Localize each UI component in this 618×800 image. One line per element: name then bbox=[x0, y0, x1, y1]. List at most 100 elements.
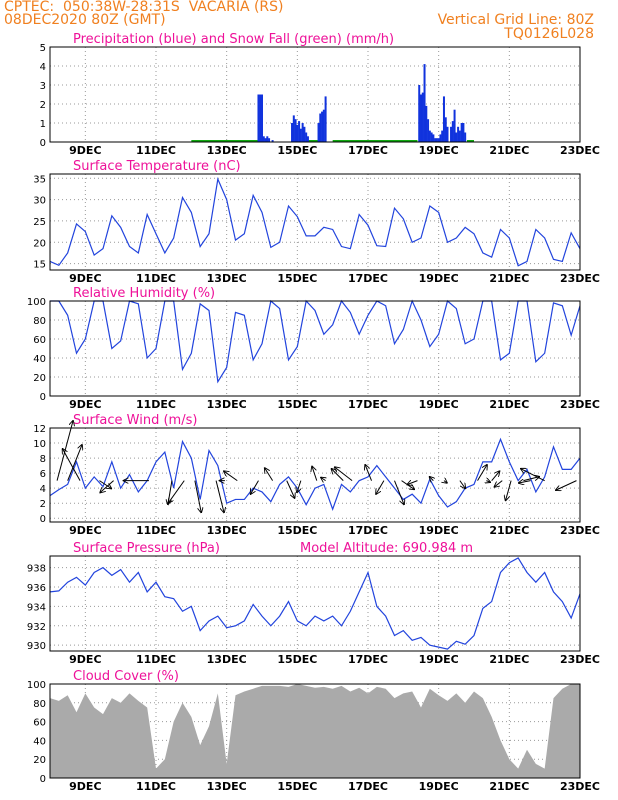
wind-xtick-label: 15DEC bbox=[277, 524, 317, 537]
wind-arrow bbox=[286, 480, 295, 499]
rh-series-line bbox=[50, 299, 581, 384]
precip-bar bbox=[292, 115, 295, 142]
precip-bar bbox=[324, 96, 327, 142]
precip-bar bbox=[450, 126, 453, 142]
precip-bar bbox=[446, 126, 449, 142]
cloud-xtick-label: 19DEC bbox=[419, 780, 459, 793]
pres-ytick-label: 936 bbox=[27, 583, 46, 594]
wind-arrow bbox=[250, 480, 259, 495]
wind-ytick-label: 6 bbox=[40, 469, 46, 480]
wind-arrow bbox=[194, 480, 201, 513]
wind-arrow bbox=[56, 421, 73, 481]
wind-xtick-label: 23DEC bbox=[560, 524, 600, 537]
temp-xtick-label: 9DEC bbox=[69, 272, 101, 285]
rh-ytick-label: 40 bbox=[33, 354, 46, 365]
wind-title: Surface Wind (m/s) bbox=[73, 413, 197, 428]
pres-xtick-label: 21DEC bbox=[489, 653, 529, 666]
precip-xtick-label: 13DEC bbox=[207, 144, 247, 157]
pres-ytick-label: 932 bbox=[27, 622, 46, 633]
wind-arrow bbox=[215, 480, 224, 513]
temp-xtick-label: 17DEC bbox=[348, 272, 388, 285]
pres-xtick-label: 11DEC bbox=[136, 653, 176, 666]
precip-ytick-label: 1 bbox=[40, 119, 46, 130]
precip-xtick-label: 23DEC bbox=[560, 144, 600, 157]
cloud-xtick-label: 15DEC bbox=[277, 780, 317, 793]
precip-bar bbox=[430, 132, 433, 142]
precip-bar bbox=[458, 130, 461, 142]
precip-bar bbox=[259, 94, 262, 142]
cloud-xtick-label: 23DEC bbox=[560, 780, 600, 793]
cloud-ytick-label: 100 bbox=[27, 680, 46, 691]
rh-xtick-label: 13DEC bbox=[207, 398, 247, 411]
precip-bar bbox=[453, 109, 456, 142]
temp-ytick-label: 30 bbox=[33, 196, 46, 207]
temp-xtick-label: 21DEC bbox=[489, 272, 529, 285]
wind-ytick-label: 0 bbox=[40, 514, 46, 525]
wind-arrow bbox=[491, 471, 500, 481]
rh-xtick-label: 15DEC bbox=[277, 398, 317, 411]
precip-bar bbox=[418, 85, 421, 142]
temp-xtick-label: 23DEC bbox=[560, 272, 600, 285]
wind-arrow bbox=[444, 481, 447, 483]
precip-bar bbox=[266, 136, 269, 142]
precip-ytick-label: 2 bbox=[40, 100, 46, 111]
wind-series-line bbox=[49, 437, 581, 512]
precip-bar bbox=[432, 134, 435, 142]
wind-ytick-label: 8 bbox=[40, 454, 46, 465]
wind-arrow bbox=[365, 465, 372, 481]
wind-xtick-label: 19DEC bbox=[419, 524, 459, 537]
rh-xtick-label: 21DEC bbox=[489, 398, 529, 411]
wind-arrow bbox=[459, 480, 466, 489]
pres-xtick-label: 19DEC bbox=[419, 653, 459, 666]
rh-xtick-label: 19DEC bbox=[419, 398, 459, 411]
precip-xtick-label: 9DEC bbox=[69, 144, 101, 157]
precip-bar bbox=[442, 96, 445, 142]
precip-bar bbox=[420, 94, 422, 142]
wind-xtick-label: 9DEC bbox=[69, 524, 101, 537]
precip-bar bbox=[444, 117, 447, 142]
grid-note: Vertical Grid Line: 80Z bbox=[437, 12, 594, 28]
wind-ytick-label: 2 bbox=[40, 499, 46, 510]
pres-xtick-label: 13DEC bbox=[207, 653, 247, 666]
wind-arrow bbox=[62, 449, 81, 481]
precip-bar bbox=[464, 132, 467, 142]
wind-arrow bbox=[556, 480, 577, 491]
precip-bar bbox=[441, 130, 444, 142]
precip-bar bbox=[296, 124, 299, 142]
cloud-xtick-label: 21DEC bbox=[489, 780, 529, 793]
temp-series-line bbox=[49, 176, 581, 267]
precip-bar bbox=[434, 138, 437, 142]
wind-arrow bbox=[312, 466, 318, 481]
wind-arrow bbox=[297, 480, 301, 493]
rh-title: Relative Humidity (%) bbox=[73, 286, 215, 301]
wind-arrow bbox=[99, 480, 111, 489]
temp-title: Surface Temperature (nC) bbox=[73, 159, 241, 174]
temp-xtick-label: 11DEC bbox=[136, 272, 176, 285]
wind-xtick-label: 11DEC bbox=[136, 524, 176, 537]
precip-bar bbox=[317, 123, 320, 142]
rh-ytick-label: 80 bbox=[33, 316, 46, 327]
precip-xtick-label: 19DEC bbox=[419, 144, 459, 157]
precip-bar bbox=[322, 109, 325, 142]
pres-ytick-label: 930 bbox=[27, 641, 46, 652]
wind-xtick-label: 21DEC bbox=[489, 524, 529, 537]
precip-bar bbox=[439, 134, 442, 142]
cloud-area bbox=[50, 684, 580, 778]
wind-arrow bbox=[265, 468, 274, 481]
wind-frame bbox=[49, 427, 581, 523]
wind-arrow bbox=[100, 480, 114, 493]
precip-bar bbox=[321, 111, 324, 142]
pres-title: Surface Pressure (hPa) bbox=[73, 541, 220, 556]
cloud-xtick-label: 11DEC bbox=[136, 780, 176, 793]
precip-bar bbox=[319, 113, 322, 142]
cloud-xtick-label: 9DEC bbox=[69, 780, 101, 793]
precip-bar bbox=[455, 132, 458, 142]
cloud-ytick-label: 20 bbox=[33, 755, 46, 766]
wind-arrow bbox=[506, 480, 512, 501]
precip-bar bbox=[268, 138, 271, 142]
temp-xtick-label: 15DEC bbox=[277, 272, 317, 285]
precip-bar bbox=[425, 105, 428, 142]
pres-ytick-label: 938 bbox=[27, 564, 46, 575]
wind-arrow bbox=[523, 477, 539, 482]
